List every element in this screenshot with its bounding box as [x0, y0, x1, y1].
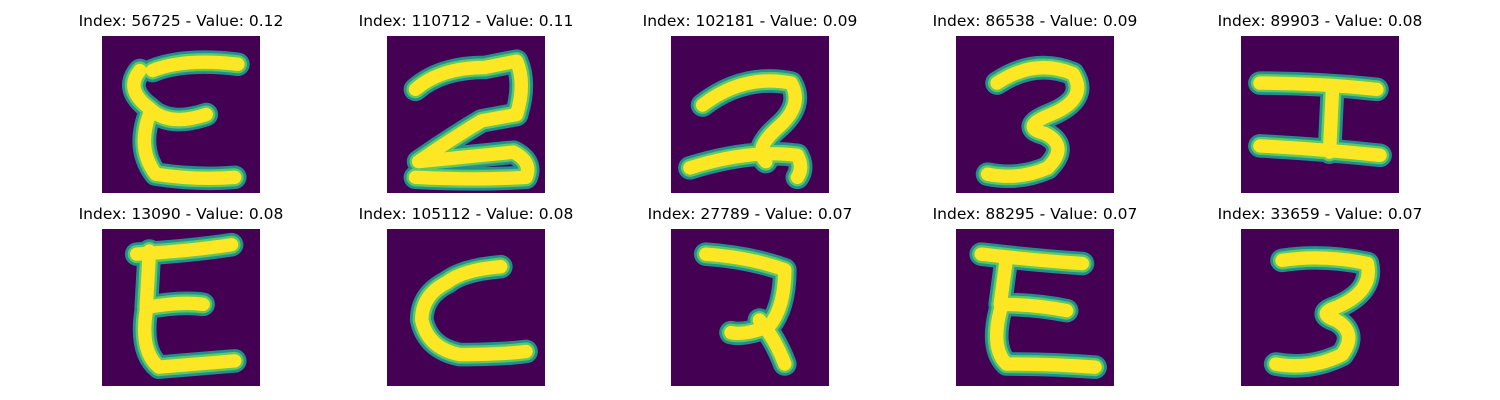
digit-image — [1241, 229, 1399, 386]
digit-stroke-layer-2 — [130, 238, 242, 374]
digit-image — [387, 229, 545, 386]
panel-title: Index: 33659 - Value: 0.07 — [1217, 205, 1423, 223]
digit-stroke-layer-2 — [974, 247, 1102, 374]
panel-title: Index: 86538 - Value: 0.09 — [932, 12, 1138, 30]
digit-stroke-layer-2 — [408, 54, 535, 186]
digit-image — [956, 36, 1114, 193]
panel-title: Index: 89903 - Value: 0.08 — [1217, 12, 1423, 30]
panel-title: Index: 110712 - Value: 0.11 — [358, 12, 574, 30]
panel-title: Index: 88295 - Value: 0.07 — [932, 205, 1138, 223]
panel-title: Index: 102181 - Value: 0.09 — [642, 12, 858, 30]
digit-stroke-layer-2 — [1253, 76, 1387, 162]
digit-stroke-layer-2 — [699, 247, 792, 371]
panel-title: Index: 105112 - Value: 0.08 — [358, 205, 574, 223]
digit-image — [956, 229, 1114, 386]
digit-stroke-layer-2 — [1269, 251, 1375, 373]
digit-image — [387, 36, 545, 193]
digit-stroke-layer-2 — [683, 74, 808, 184]
digit-image — [671, 229, 829, 386]
digit-image — [102, 229, 260, 386]
digit-image — [671, 36, 829, 193]
panel-title: Index: 56725 - Value: 0.12 — [78, 12, 284, 30]
digit-stroke-layer-2 — [127, 55, 245, 186]
panel-title: Index: 13090 - Value: 0.08 — [78, 205, 284, 223]
digit-image — [102, 36, 260, 193]
panel-title: Index: 27789 - Value: 0.07 — [647, 205, 853, 223]
digit-image — [1241, 36, 1399, 193]
digit-stroke-layer-2 — [415, 260, 533, 362]
digit-stroke-layer-2 — [980, 60, 1085, 183]
